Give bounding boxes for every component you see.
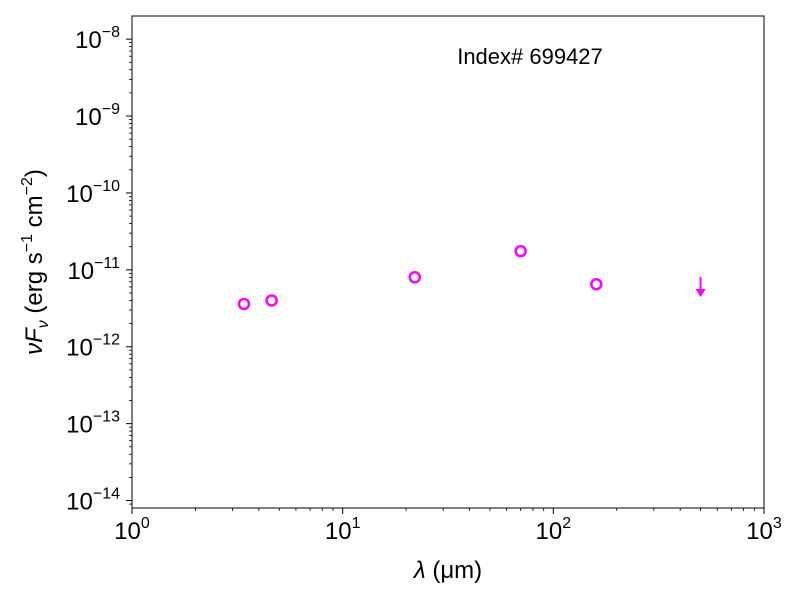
data-point [265,294,278,307]
y-tick-label: 10−8 [75,24,120,54]
data-series [237,244,706,311]
x-tick-label: 102 [536,515,572,545]
plot-frame [131,15,765,509]
x-tick-label: 101 [325,515,361,545]
x-axis: 100 101 102 103 [114,508,782,545]
index-annotation: Index# 699427 [457,44,603,69]
x-tick-label: 103 [746,515,782,545]
data-point [237,297,251,311]
data-point [590,277,603,291]
data-point [408,271,422,284]
data-point [514,244,527,258]
y-tick-label: 10−13 [66,409,120,439]
x-axis-title: λ (μm) [412,557,482,584]
x-tick-label: 100 [114,515,150,545]
y-axis-title: νFν (erg s−1 cm−2) [19,169,52,355]
upper-limit-arrow [695,276,706,297]
y-tick-label: 10−14 [66,486,120,516]
y-tick-label: 10−12 [66,332,120,362]
y-tick-label: 10−9 [75,101,120,131]
y-tick-label: 10−11 [67,255,120,285]
y-tick-label: 10−10 [66,178,120,208]
y-axis: 10−14 10−13 10−12 10−11 10−10 10−9 10−8 [66,24,132,516]
